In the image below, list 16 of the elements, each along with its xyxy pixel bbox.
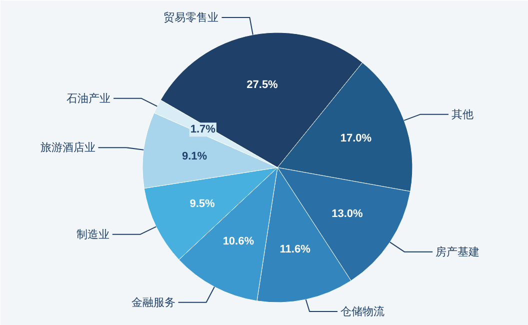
data-label: 17.0%: [340, 132, 372, 144]
data-label: 9.5%: [190, 198, 216, 210]
slice-label: 房产基建: [436, 245, 480, 258]
slice-label: 制造业: [76, 228, 110, 241]
slice-label: 金融服务: [131, 296, 176, 309]
data-label: 27.5%: [246, 79, 278, 92]
data-label: 10.6%: [222, 236, 254, 248]
slice-label: 其他: [451, 108, 474, 121]
slice-label: 贸易零售业: [164, 11, 219, 24]
data-label: 9.1%: [182, 150, 208, 163]
slice-label: 石油产业: [66, 92, 111, 105]
data-label: 1.7%: [190, 124, 216, 136]
slice-label: 仓储物流: [340, 305, 385, 318]
data-label: 13.0%: [332, 208, 364, 220]
data-label: 11.6%: [280, 243, 311, 256]
slice-label: 旅游酒店业: [40, 141, 96, 154]
